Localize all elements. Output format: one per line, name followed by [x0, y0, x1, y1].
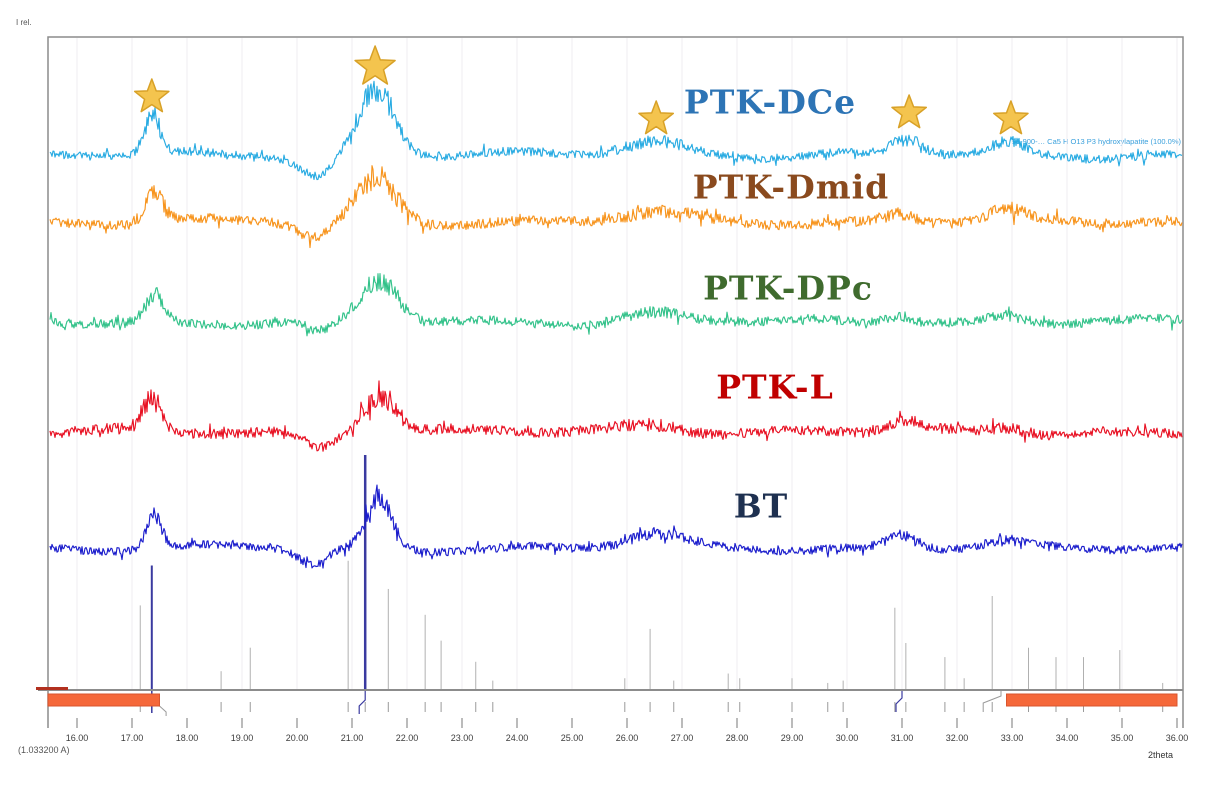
svg-text:35.00: 35.00	[1111, 733, 1134, 743]
svg-text:32.00: 32.00	[946, 733, 969, 743]
svg-text:16.00: 16.00	[66, 733, 89, 743]
reference-pattern-hydroxylapatite	[139, 455, 1164, 716]
gridlines	[76, 38, 1178, 689]
svg-text:22.00: 22.00	[396, 733, 419, 743]
trace-PTK-DPc	[49, 273, 1183, 337]
reference-phase-annotation: 96-900-… Ca5 H O13 P3 hydroxylapatite (1…	[1011, 137, 1181, 146]
svg-text:26.00: 26.00	[616, 733, 639, 743]
range-bar	[47, 693, 160, 707]
svg-text:31.00: 31.00	[891, 733, 914, 743]
svg-text:30.00: 30.00	[836, 733, 859, 743]
svg-text:34.00: 34.00	[1056, 733, 1079, 743]
x-axis-ticks: 16.00 17.00 18.00 19.00 20.00 21.00 22.00 23.00…	[66, 718, 1189, 743]
diffraction-traces	[49, 80, 1183, 569]
svg-text:24.00: 24.00	[506, 733, 529, 743]
wavelength-note: (1.033200 A)	[18, 745, 70, 755]
svg-text:17.00: 17.00	[121, 733, 144, 743]
svg-text:29.00: 29.00	[781, 733, 804, 743]
experimental-marker	[36, 687, 68, 690]
svg-text:18.00: 18.00	[176, 733, 199, 743]
star-icon	[993, 100, 1029, 135]
trace-PTK-DCe	[49, 80, 1183, 181]
trace-PTK-L	[49, 380, 1183, 452]
peak-star-markers	[133, 45, 1029, 135]
trace-BT	[49, 484, 1183, 569]
svg-text:28.00: 28.00	[726, 733, 749, 743]
svg-text:19.00: 19.00	[231, 733, 254, 743]
star-icon	[354, 45, 396, 85]
series-label-ptk-l: PTK-L	[716, 367, 834, 407]
series-label-bt: BT	[733, 486, 789, 526]
svg-text:33.00: 33.00	[1001, 733, 1024, 743]
svg-text:27.00: 27.00	[671, 733, 694, 743]
trace-PTK-Dmid	[49, 165, 1183, 249]
svg-text:20.00: 20.00	[286, 733, 309, 743]
range-bar	[1006, 693, 1178, 707]
series-label-ptk-dce: PTK-DCe	[683, 82, 857, 122]
svg-text:36.00: 36.00	[1166, 733, 1189, 743]
svg-text:23.00: 23.00	[451, 733, 474, 743]
series-label-ptk-dpc: PTK-DPc	[703, 268, 873, 308]
star-icon	[133, 78, 170, 113]
svg-text:25.00: 25.00	[561, 733, 584, 743]
series-label-ptk-dmid: PTK-Dmid	[692, 167, 890, 207]
svg-text:21.00: 21.00	[341, 733, 364, 743]
star-icon	[638, 100, 675, 135]
x-axis-title: 2theta	[1148, 750, 1174, 760]
star-icon	[891, 94, 928, 129]
y-axis-label: I rel.	[16, 18, 32, 27]
plot-frame	[47, 36, 1184, 728]
